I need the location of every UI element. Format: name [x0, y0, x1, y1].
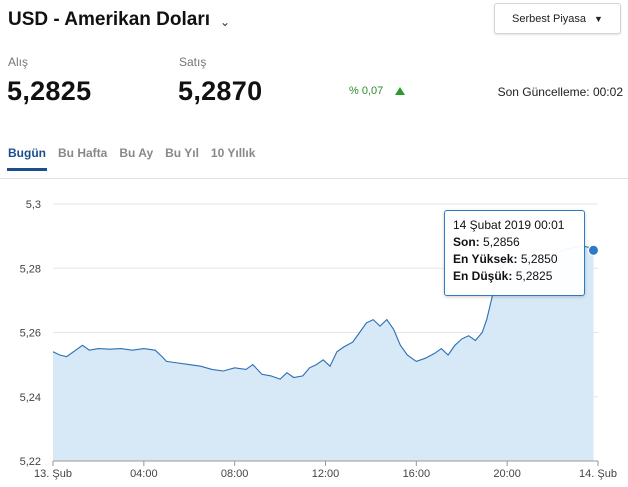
y-tick-label: 5,22	[20, 456, 41, 468]
tooltip-close-label: Son:	[453, 235, 480, 249]
highlight-point	[587, 244, 599, 256]
tooltip-low-value: 5,2825	[515, 269, 553, 283]
sell-label: Satış	[179, 55, 207, 69]
market-type-select[interactable]: Serbest Piyasa ▼	[494, 3, 621, 34]
tab-this-week[interactable]: Bu Hafta	[58, 146, 108, 160]
price-chart[interactable]: 5,22 5,24 5,26 5,28 5,3 13. Şub 04:00 08:00 12:0…	[0, 190, 628, 487]
tooltip-high-value: 5,2850	[520, 252, 558, 266]
x-tick-label: 16:00	[403, 468, 431, 480]
currency-header: USD - Amerikan Doları ⌄	[8, 6, 230, 34]
tab-today[interactable]: Bugün	[8, 146, 46, 160]
x-tick-label: 13. Şub	[34, 468, 72, 480]
change-percent: % 0,07	[349, 85, 384, 97]
tooltip-close-value: 5,2856	[483, 235, 520, 249]
x-tick-label: 14. Şub	[579, 468, 617, 480]
x-tick-label: 12:00	[312, 468, 340, 480]
triangle-up-icon	[395, 87, 406, 95]
market-type-value: Serbest Piyasa	[512, 12, 587, 25]
tooltip-low-label: En Düşük:	[453, 269, 513, 283]
x-tick-label: 08:00	[221, 468, 249, 480]
y-tick-label: 5,26	[20, 328, 41, 340]
x-tick-label: 04:00	[130, 468, 158, 480]
y-tick-label: 5,3	[26, 199, 41, 211]
tab-this-month[interactable]: Bu Ay	[119, 146, 154, 160]
tooltip-high-label: En Yüksek:	[453, 252, 518, 266]
active-tab-indicator	[7, 168, 47, 171]
buy-value: 5,2825	[7, 76, 92, 106]
change-indicator: % 0,07	[349, 85, 406, 97]
area-fill	[53, 245, 594, 461]
period-tabs: Bugün Bu Hafta Bu Ay Bu Yıl 10 Yıllık	[8, 146, 267, 160]
tab-this-year[interactable]: Bu Yıl	[165, 146, 199, 160]
x-tick-label: 20:00	[493, 468, 521, 480]
divider	[0, 178, 628, 179]
sell-value: 5,2870	[178, 76, 263, 106]
tooltip-date: 14 Şubat 2019 00:01	[453, 218, 565, 232]
y-tick-label: 5,24	[20, 392, 41, 404]
last-updated: Son Güncelleme: 00:02	[497, 85, 623, 99]
buy-label: Alış	[8, 55, 29, 69]
chart-tooltip: 14 Şubat 2019 00:01 Son: 5,2856 En Yükse…	[444, 210, 585, 296]
page-title: USD - Amerikan Doları	[8, 9, 211, 30]
chevron-down-icon: ▼	[594, 13, 603, 24]
tab-10-years[interactable]: 10 Yıllık	[210, 146, 256, 160]
y-tick-label: 5,28	[20, 263, 41, 275]
chevron-down-icon[interactable]: ⌄	[220, 14, 231, 29]
